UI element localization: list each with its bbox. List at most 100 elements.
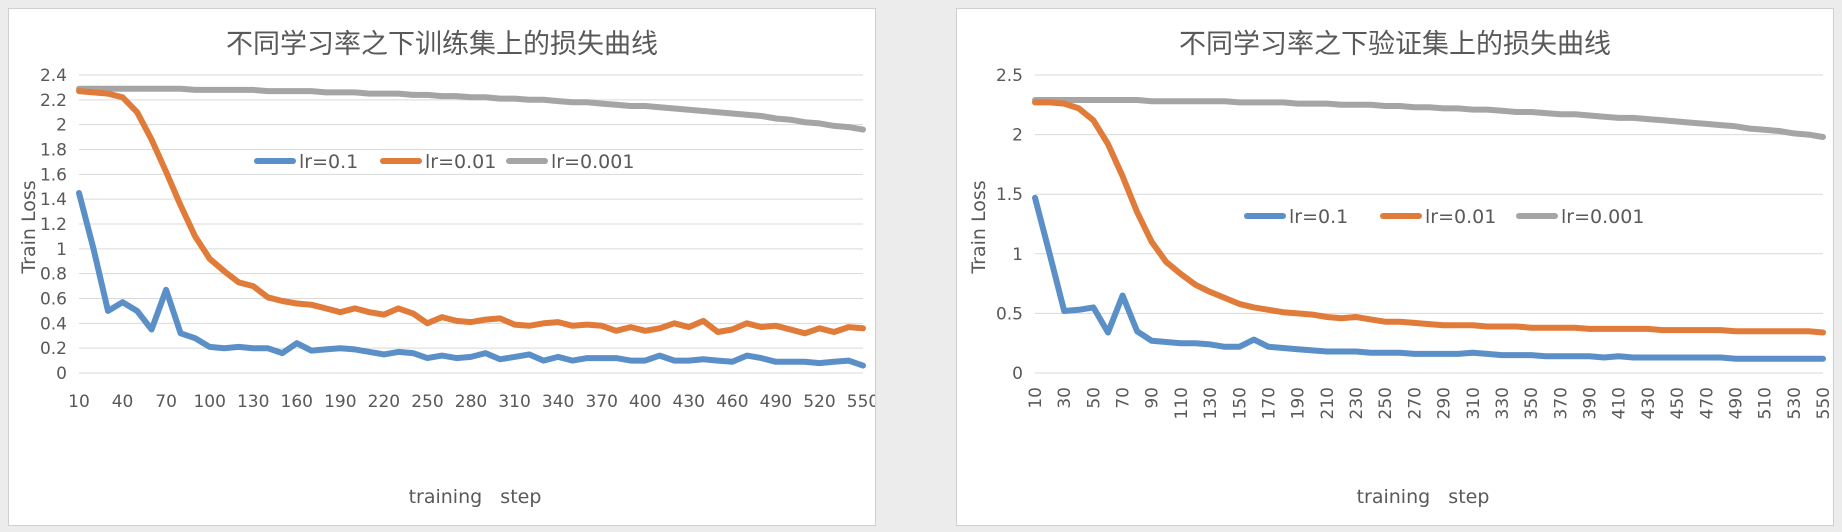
x-tick-label: 130: [237, 392, 269, 412]
x-axis-label: training step: [1357, 486, 1490, 508]
x-tick-label: 40: [112, 392, 134, 412]
series-line-lr=0.1: [1032, 194, 1826, 362]
y-tick-label: 2: [1012, 126, 1023, 146]
x-tick-label: 220: [368, 392, 400, 412]
y-tick-label: 1.5: [996, 185, 1023, 205]
x-tick-label: 530: [1785, 387, 1805, 419]
y-axis-ticks: 0 0.2 0.4 0.6 0.8 1 1.2 1.4 1.6 1.8 2 2.2 2.4: [40, 66, 67, 384]
legend-item: lr=0.01: [380, 151, 496, 173]
y-tick-label: 1.8: [40, 141, 67, 161]
x-tick-label: 190: [1289, 387, 1309, 419]
legend-item: lr=0.1: [254, 151, 358, 173]
x-tick-label: 550: [1814, 387, 1833, 419]
x-tick-label: 550: [847, 392, 875, 412]
x-tick-label: 430: [1639, 387, 1659, 419]
y-tick-label: 0.8: [40, 265, 67, 285]
y-axis-label: Train Loss: [18, 180, 40, 274]
y-axis-ticks: 0 0.5 1 1.5 2 2.5: [996, 66, 1023, 384]
chart-title: 不同学习率之下训练集上的损失曲线: [226, 29, 658, 60]
x-tick-label: 340: [542, 392, 574, 412]
y-tick-label: 2.4: [40, 66, 67, 86]
x-tick-label: 110: [1172, 387, 1192, 419]
legend-label: lr=0.1: [1289, 206, 1348, 228]
chart-panel-train: 不同学习率之下训练集上的损失曲线 0 0.2 0.4 0.6 0.8 1 1.2 1.4 1.6…: [8, 8, 876, 526]
legend-label: lr=0.1: [299, 151, 358, 173]
x-tick-label: 310: [1464, 387, 1484, 419]
x-tick-label: 130: [1201, 387, 1221, 419]
x-tick-label: 190: [324, 392, 356, 412]
legend-item: lr=0.01: [1380, 206, 1496, 228]
series-line-lr=0.001: [1032, 97, 1826, 140]
y-tick-label: 1: [56, 240, 67, 260]
legend: lr=0.1 lr=0.01 lr=0.001: [1244, 206, 1644, 228]
legend-item: lr=0.1: [1244, 206, 1348, 228]
x-tick-label: 150: [1230, 387, 1250, 419]
x-tick-label: 330: [1493, 387, 1513, 419]
x-tick-label: 90: [1143, 387, 1163, 409]
x-tick-label: 30: [1055, 387, 1075, 409]
x-tick-label: 490: [1726, 387, 1746, 419]
x-tick-label: 70: [155, 392, 177, 412]
legend-label: lr=0.01: [425, 151, 496, 173]
x-tick-label: 230: [1347, 387, 1367, 419]
legend: lr=0.1 lr=0.01 lr=0.001: [254, 151, 634, 173]
x-tick-label: 460: [716, 392, 748, 412]
x-tick-label: 280: [455, 392, 487, 412]
x-tick-label: 210: [1318, 387, 1338, 419]
x-axis-ticks: 10 30 50 70 90 110 130 150 170 190 210 230 250 270 290…: [1026, 387, 1833, 419]
x-tick-label: 10: [1026, 387, 1046, 409]
y-tick-label: 0.6: [40, 290, 67, 310]
validation-loss-chart: 不同学习率之下验证集上的损失曲线 0 0.5 1 1.5 2 2.5 10 30 50 70 90…: [968, 29, 1833, 508]
x-tick-label: 520: [803, 392, 835, 412]
x-tick-label: 50: [1084, 387, 1104, 409]
grid: [1035, 74, 1823, 374]
grid: [79, 74, 863, 374]
series-line-lr=0.1: [76, 190, 866, 369]
legend-label: lr=0.01: [1425, 206, 1496, 228]
legend-item: lr=0.001: [506, 151, 634, 173]
x-tick-label: 250: [1376, 387, 1396, 419]
series-group: [76, 85, 866, 369]
x-tick-label: 290: [1435, 387, 1455, 419]
x-tick-label: 400: [629, 392, 661, 412]
x-tick-label: 70: [1114, 387, 1134, 409]
x-tick-label: 170: [1259, 387, 1279, 419]
y-tick-label: 0: [1012, 364, 1023, 384]
chart-title: 不同学习率之下验证集上的损失曲线: [1179, 29, 1611, 60]
series-line-lr=0.01: [1032, 99, 1826, 336]
x-tick-label: 390: [1581, 387, 1601, 419]
x-tick-label: 370: [585, 392, 617, 412]
y-tick-label: 0.2: [40, 339, 67, 359]
x-tick-label: 10: [68, 392, 90, 412]
y-tick-label: 1.6: [40, 165, 67, 185]
series-line-lr=0.001: [76, 85, 866, 133]
y-tick-label: 0: [56, 364, 67, 384]
x-tick-label: 430: [673, 392, 705, 412]
y-tick-label: 1.2: [40, 215, 67, 235]
x-tick-label: 160: [281, 392, 313, 412]
x-tick-label: 310: [498, 392, 530, 412]
y-tick-label: 0.4: [40, 314, 67, 334]
y-tick-label: 0.5: [996, 304, 1023, 324]
x-axis-label: training step: [409, 486, 542, 508]
chart-panel-validation: 不同学习率之下验证集上的损失曲线 0 0.5 1 1.5 2 2.5 10 30 50 70 90…: [956, 8, 1834, 526]
x-tick-label: 250: [411, 392, 443, 412]
x-tick-label: 470: [1697, 387, 1717, 419]
x-tick-label: 410: [1610, 387, 1630, 419]
train-loss-chart: 不同学习率之下训练集上的损失曲线 0 0.2 0.4 0.6 0.8 1 1.2 1.4 1.6…: [18, 29, 875, 508]
legend-item: lr=0.001: [1516, 206, 1644, 228]
x-tick-label: 490: [760, 392, 792, 412]
x-tick-label: 450: [1668, 387, 1688, 419]
x-tick-label: 370: [1551, 387, 1571, 419]
y-tick-label: 1: [1012, 245, 1023, 265]
x-axis-ticks: 10 40 70 100 130 160 190 220 250 280 310 340 370 400 4…: [68, 392, 875, 412]
x-tick-label: 510: [1756, 387, 1776, 419]
y-tick-label: 2: [56, 116, 67, 136]
legend-label: lr=0.001: [551, 151, 634, 173]
y-tick-label: 2.2: [40, 91, 67, 111]
y-tick-label: 1.4: [40, 190, 67, 210]
x-tick-label: 100: [193, 392, 225, 412]
series-group: [1032, 97, 1826, 362]
x-tick-label: 270: [1405, 387, 1425, 419]
y-axis-label: Train Loss: [968, 180, 990, 274]
